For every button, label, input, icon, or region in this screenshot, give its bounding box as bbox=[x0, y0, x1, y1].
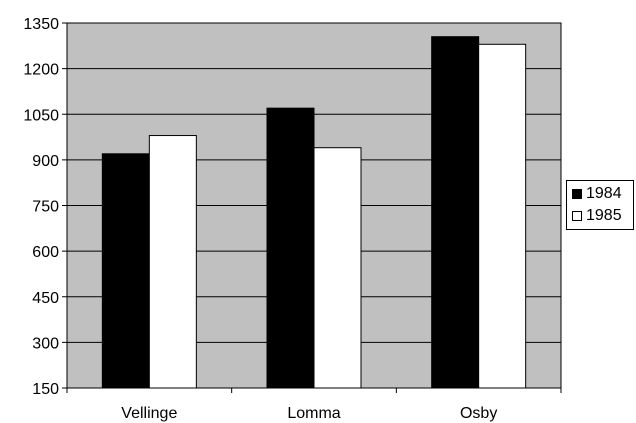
bar-1984-lomma bbox=[266, 107, 315, 389]
y-tick-label: 1050 bbox=[23, 107, 59, 124]
bar-1984-vellinge bbox=[101, 153, 150, 389]
y-tick-label: 1350 bbox=[23, 16, 59, 33]
x-tick-label: Vellinge bbox=[121, 405, 177, 422]
x-tick-label: Lomma bbox=[287, 405, 340, 422]
bar-1985-vellinge bbox=[148, 135, 197, 389]
y-tick-label: 1200 bbox=[23, 62, 59, 79]
y-tick-label: 150 bbox=[32, 381, 59, 398]
legend-swatch-1985 bbox=[572, 211, 582, 221]
axes bbox=[62, 22, 562, 393]
y-tick-label: 900 bbox=[32, 153, 59, 170]
y-tick-label: 300 bbox=[32, 335, 59, 352]
legend-item-1984: 1984 bbox=[572, 184, 622, 204]
y-tick-labels: 150 300 450 600 750 900 1050 1200 1350 bbox=[23, 16, 59, 398]
legend-label-1985: 1985 bbox=[586, 207, 622, 224]
y-tick-label: 600 bbox=[32, 244, 59, 261]
legend-item-1985: 1985 bbox=[572, 206, 622, 226]
bars bbox=[101, 36, 527, 389]
bar-1985-osby bbox=[478, 43, 527, 389]
y-tick-label: 750 bbox=[32, 199, 59, 216]
bar-1985-lomma bbox=[313, 147, 362, 389]
y-tick-label: 450 bbox=[32, 290, 59, 307]
legend-swatch-1984 bbox=[572, 189, 582, 199]
x-tick-labels: Vellinge Lomma Osby bbox=[121, 405, 497, 422]
x-tick-label: Osby bbox=[460, 405, 497, 422]
legend-label-1984: 1984 bbox=[586, 185, 622, 202]
legend: 1984 1985 bbox=[566, 180, 634, 230]
bar-1984-osby bbox=[431, 36, 480, 389]
